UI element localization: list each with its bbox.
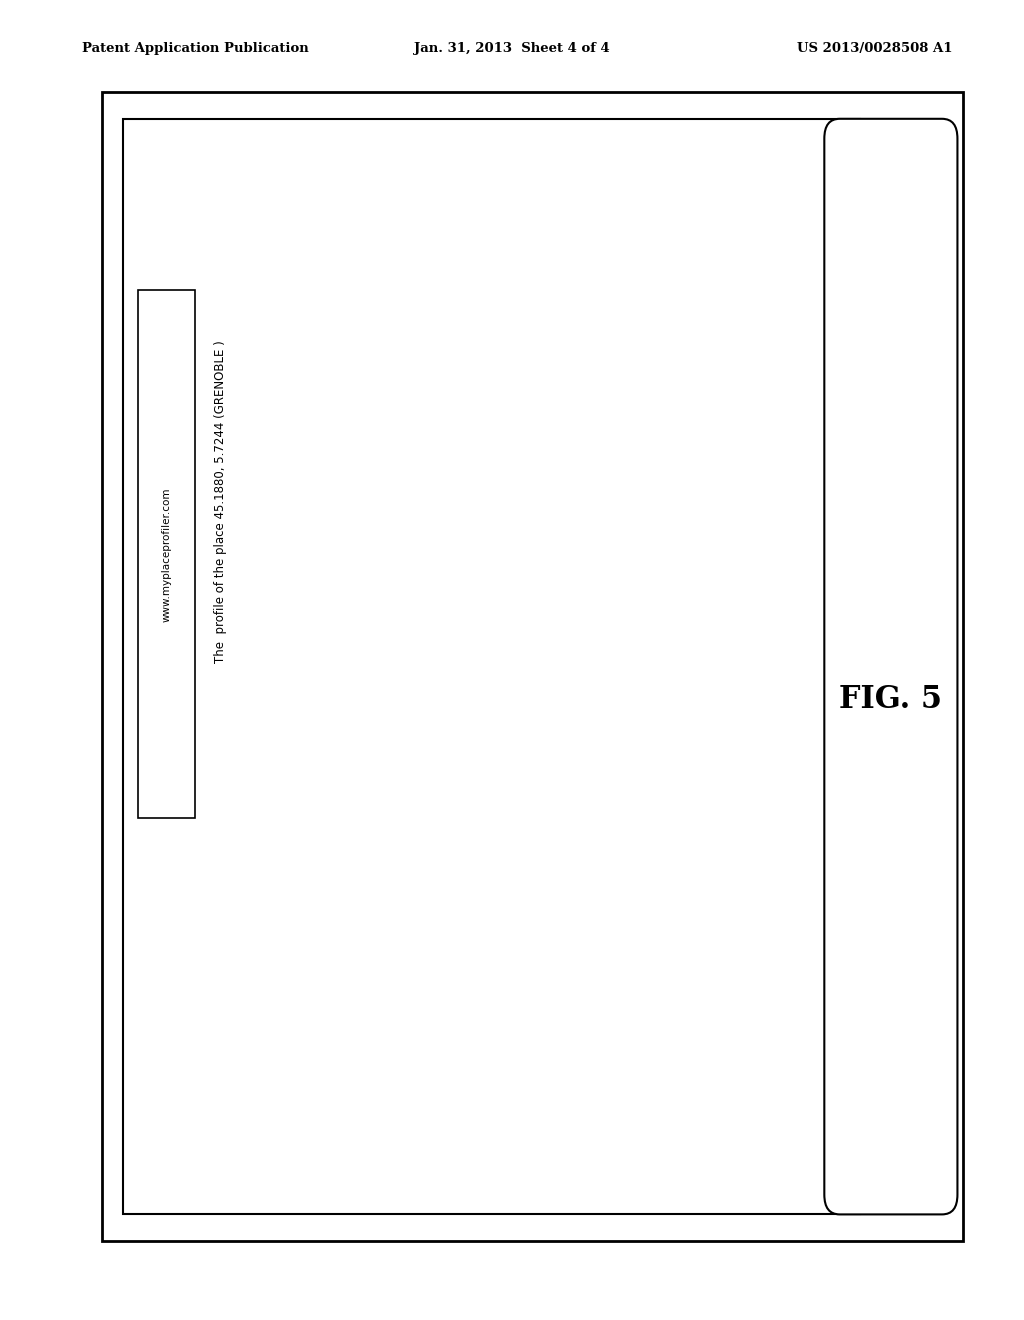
Text: Activity (Class) C: Activity (Class) C [759, 546, 771, 652]
Text: users): users) [453, 1077, 488, 1090]
Text: 16: 16 [398, 248, 495, 330]
Bar [324, 656, 625, 752]
Bar [324, 539, 541, 635]
Text: to number of: to number of [432, 1012, 509, 1024]
Bar [324, 774, 709, 870]
Text: architecture: architecture [474, 814, 558, 829]
Bar [324, 421, 464, 517]
Text: The  profile of the place 45.1880, 5.7244 (GRENOBLE ): The profile of the place 45.1880, 5.7244… [214, 341, 226, 663]
Text: transport: transport [441, 697, 506, 710]
Text: US 2013/0028508 A1: US 2013/0028508 A1 [797, 42, 952, 55]
Text: Jan. 31, 2013  Sheet 4 of 4: Jan. 31, 2013 Sheet 4 of 4 [414, 42, 610, 55]
Text: skiing: skiing [412, 579, 453, 593]
Text: Patent Application Publication: Patent Application Publication [82, 42, 308, 55]
Text: 102: 102 [415, 330, 544, 516]
Text: Class score Cₛ: Class score Cₛ [429, 946, 512, 958]
Text: www.myplaceprofiler.com: www.myplaceprofiler.com [162, 487, 172, 622]
Text: (e.g., Proportional: (e.g., Proportional [418, 979, 523, 991]
Text: Visiting
museums: Visiting museums [359, 454, 427, 483]
Text: images and/or: images and/or [428, 1044, 513, 1057]
Text: FIG. 5: FIG. 5 [840, 684, 942, 715]
Bar [324, 302, 393, 400]
Text: food
&wine: food &wine [337, 337, 380, 366]
